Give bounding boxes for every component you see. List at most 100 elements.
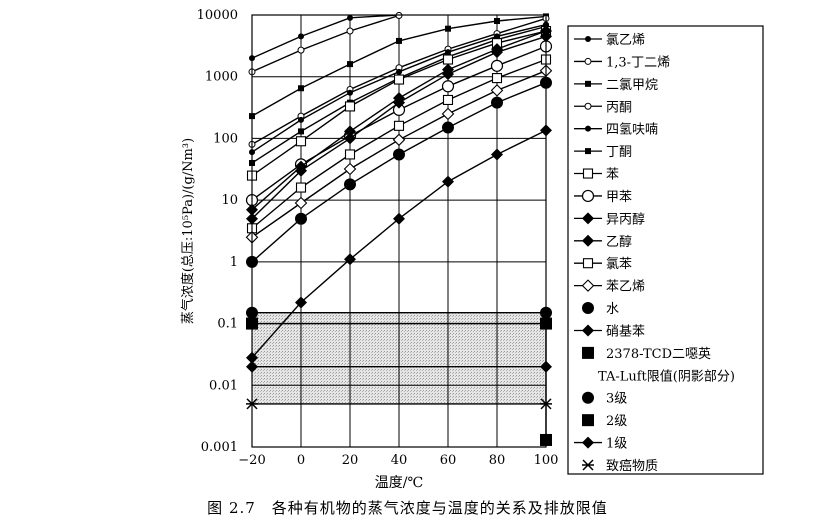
series-point [344,253,356,266]
y-tick-label: 1000 [205,70,238,85]
legend-label: 1级 [606,437,627,452]
legend-label: 丁酮 [606,145,632,160]
legend-entry: 甲苯 [574,189,632,205]
series-line [251,14,400,73]
y-axis-label: 蒸气浓度(总压:10⁵Pa)/(g/Nm³) [180,138,196,324]
legend-marker [582,234,594,247]
legend-marker [582,436,594,449]
series-point [298,33,304,40]
legend-entry: 丙酮 [574,100,632,115]
legend-marker [585,148,591,155]
legend-label: 硝基苯 [606,324,645,339]
legend-entry: 二氯甲烷 [574,78,658,93]
legend-label: 氯苯 [606,257,632,272]
y-tick-label: 1 [230,255,238,270]
legend-entry: 致癌物质 [582,458,658,474]
x-tick-label: 20 [342,453,359,468]
legend-entry: 乙醇 [574,234,632,250]
y-tick-label: 0.01 [209,378,238,393]
series-point [441,80,455,93]
series-point [343,162,357,176]
series-point [344,149,356,160]
series-point [294,196,308,210]
legend-label: 乙醇 [606,234,632,250]
series-point [344,178,356,191]
legend-entry: 苯 [574,168,619,183]
series-point [441,107,455,121]
series-point [344,125,356,138]
legend-entry: 氯苯 [574,257,632,272]
legend-label: 苯乙烯 [606,280,645,295]
series-point [442,121,454,134]
x-tick-label: 80 [489,453,506,468]
series-point [490,84,504,97]
series-0 [249,12,402,62]
series-1 [248,12,403,76]
legend-marker [584,102,592,110]
series-point [393,120,405,131]
series-point [445,25,451,32]
series-point [295,212,307,225]
legend-marker [582,346,594,359]
series-point [494,17,500,24]
legend-label: 氯乙烯 [606,33,645,48]
series-point [295,136,307,147]
legend-marker [582,212,594,225]
legend-label: 2378-TCD二噁英 [606,347,711,362]
x-tick-label: 0 [297,453,305,468]
series-point [297,46,305,54]
y-tick-label: 10000 [197,8,238,23]
series-point [490,59,504,72]
series-point [295,296,307,309]
series-point [347,14,353,21]
legend-entry: 苯乙烯 [574,279,645,295]
series-13 [246,124,552,364]
legend-entry: 硝基苯 [574,324,645,339]
series-point [445,49,451,56]
series-point [442,175,454,188]
legend-entry: 3级 [582,391,627,407]
x-tick-label: 100 [534,453,559,468]
series-point [298,116,304,123]
limit-series-4 [246,398,552,410]
y-tick-label: 0.001 [201,440,238,455]
series-point [396,37,402,44]
legend-marker [585,36,591,42]
legend-marker [581,189,595,203]
legend-entry: 水 [582,302,619,317]
legend-entry: 氯乙烯 [574,33,645,48]
y-tick-label: 10 [221,193,238,208]
y-tick-label: 100 [213,131,238,146]
legend-entry: 丁酮 [574,145,632,160]
series-point [393,74,405,85]
legend-label: 甲苯 [606,190,632,205]
legend [567,25,764,475]
series-point [393,212,405,225]
series-point [442,68,454,81]
x-tick-label: 40 [391,453,408,468]
legend-label: 致癌物质 [606,458,658,474]
series-point [491,148,503,161]
legend-entry: 1,3-丁二烯 [574,55,670,70]
legend-label: 苯 [606,168,619,183]
legend-label: 水 [606,302,619,317]
legend-marker [582,168,594,179]
axis-ticks: −20 0 20 40 60 80 100 0.001 0.01 0.1 1 10 100 1000 100… [197,8,559,468]
plot-area [251,14,547,448]
legend-marker [582,324,594,337]
series-point [298,85,304,92]
legend-label: 1,3-丁二烯 [606,55,670,70]
series-point [491,46,503,59]
legend-label: 2级 [606,414,627,429]
legend-marker [582,391,594,404]
series-point [393,148,405,161]
series-point [392,133,406,147]
legend-marker [582,302,594,315]
series-point [298,128,304,135]
legend-entry: 异丙醇 [574,211,645,227]
series-point [442,54,454,65]
legend-label: 四氢呋喃 [606,123,658,138]
series-point [491,73,503,84]
legend-label: 异丙醇 [606,211,645,227]
